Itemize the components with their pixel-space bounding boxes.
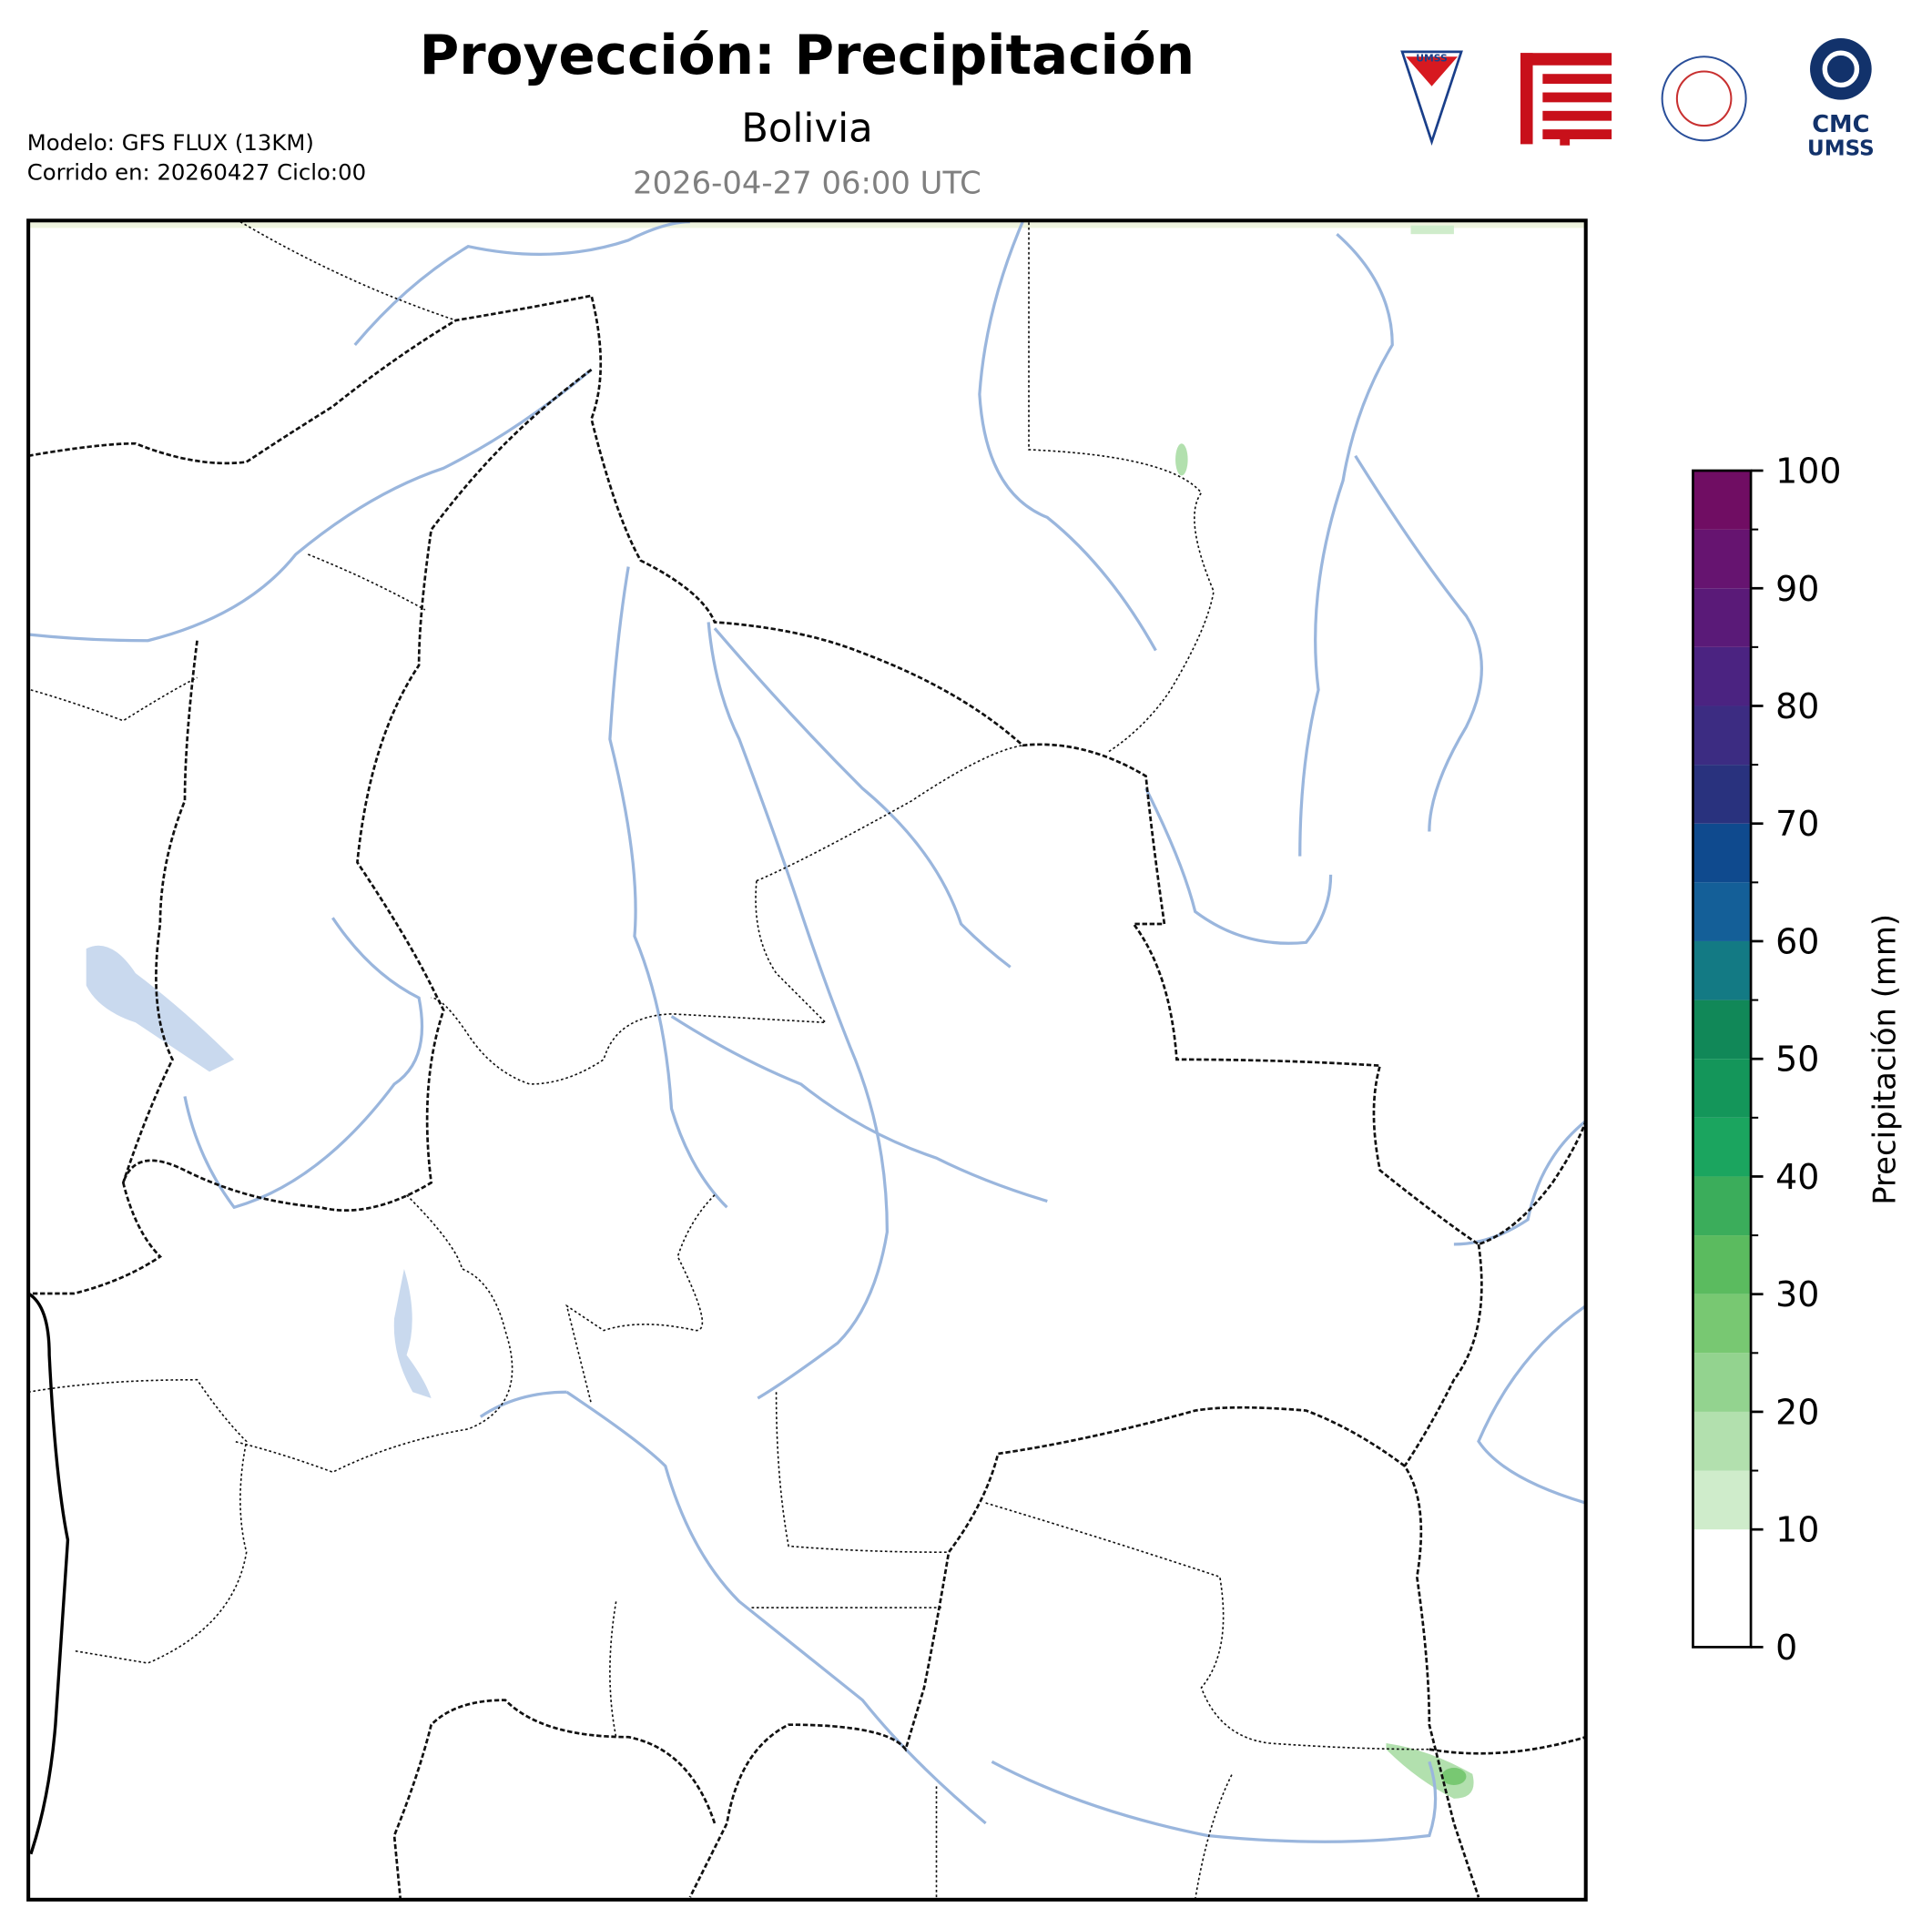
logo-fisica [1661, 56, 1747, 142]
map [26, 218, 1588, 1902]
colorbar-segment [1693, 529, 1752, 589]
colorbar: Precipitación (mm) 0 10 20 30 40 50 60 70 80 90 10… [1692, 452, 1902, 1668]
colorbar-tick-label: 10 [1775, 1510, 1819, 1550]
colorbar-segment [1693, 646, 1752, 706]
colorbar-segment [1693, 1529, 1752, 1648]
colorbar-segment [1693, 1411, 1752, 1471]
colorbar-segment [1693, 470, 1752, 530]
colorbar-segment [1693, 940, 1752, 1000]
logo-fcyt [1520, 53, 1612, 146]
precip-spot [1410, 225, 1454, 235]
colorbar-tick-label: 80 [1775, 686, 1819, 726]
colorbar-tick-label: 50 [1775, 1040, 1819, 1080]
logo-umss-red [1406, 56, 1458, 86]
colorbar-segment [1693, 1470, 1752, 1530]
colorbar-tick-label: 30 [1775, 1274, 1819, 1314]
precip-core [1441, 1768, 1467, 1785]
valid-time: 2026-04-27 06:00 UTC [633, 166, 981, 201]
colorbar-segment [1693, 1235, 1752, 1294]
map-area [28, 220, 1586, 1900]
lake-titicaca [86, 945, 235, 1072]
colorbar-tick-label: 0 [1775, 1628, 1797, 1668]
colorbar-segment [1693, 882, 1752, 941]
colorbar-segment [1693, 1353, 1752, 1412]
colorbar-segment [1693, 1176, 1752, 1236]
logo-cmc-ring [1822, 50, 1860, 88]
logo-cmc-sub: UMSS [1807, 137, 1875, 161]
model-info: Modelo: GFS FLUX (13KM) [27, 129, 314, 156]
subtitle: Bolivia [741, 107, 872, 152]
colorbar-tick-label: 20 [1775, 1392, 1819, 1432]
map-frame [26, 218, 1588, 1902]
logo-umss-text: UMSS [1416, 53, 1448, 65]
colorbar-segment [1693, 1059, 1752, 1118]
lake-poopo [393, 1268, 432, 1399]
colorbar-segment [1693, 705, 1752, 766]
logos: UMSS CMC UMSS [1400, 37, 1875, 161]
colorbar-segment [1693, 1117, 1752, 1177]
title: Proyección: Precipitación [420, 25, 1195, 87]
map-edge [28, 220, 1586, 228]
colorbar-label: Precipitación (mm) [1866, 914, 1902, 1205]
logo-fisica-inner [1675, 70, 1733, 127]
run-info: Corrido en: 20260427 Ciclo:00 [27, 159, 366, 186]
colorbar-tick-label: 60 [1775, 921, 1819, 961]
borders [27, 294, 1587, 1900]
colorbar-tick-label: 70 [1775, 804, 1819, 844]
logo-cmc [1810, 37, 1872, 100]
colorbar-tick-label: 100 [1775, 452, 1841, 492]
colorbar-segment [1693, 823, 1752, 883]
logo-cmc-text: CMC [1812, 111, 1869, 138]
colorbar-tick-label: 40 [1775, 1157, 1819, 1197]
logo-umss [1400, 50, 1463, 146]
departments [27, 220, 1429, 1900]
colorbar-segment [1693, 765, 1752, 824]
precip-spot [1175, 443, 1188, 476]
colorbar-segment [1693, 588, 1752, 647]
colorbar-segment [1693, 1294, 1752, 1354]
colorbar-tick-label: 90 [1775, 569, 1819, 609]
colorbar-segment [1693, 1000, 1752, 1060]
